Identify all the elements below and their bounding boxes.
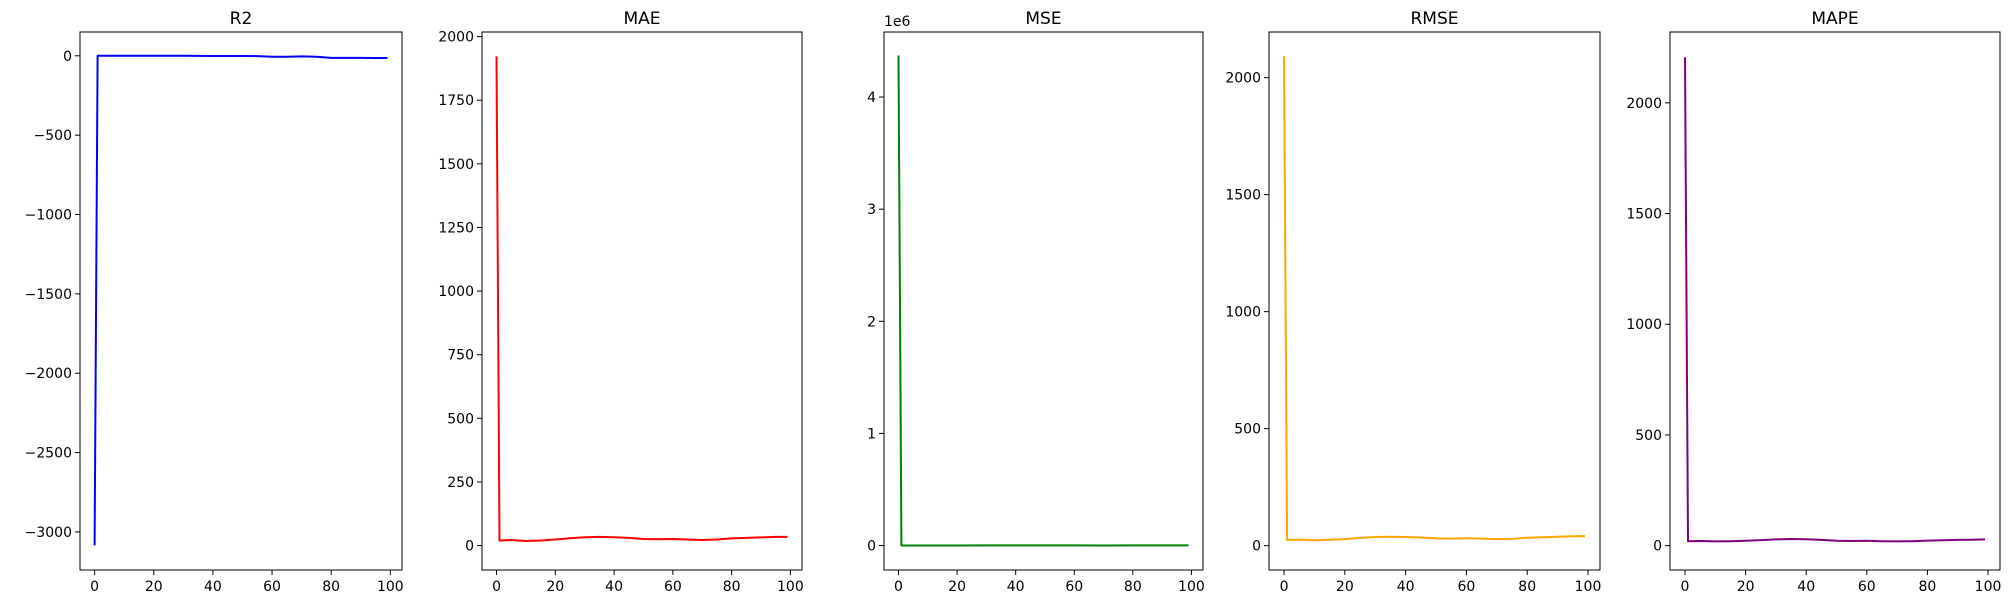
mape-ytick-label: 2000: [1626, 96, 1662, 112]
r2-ytick-label: −500: [34, 128, 72, 144]
rmse-ytick-label: 2000: [1225, 71, 1261, 87]
rmse-xtick-label: 20: [1336, 579, 1354, 595]
rmse-xtick-label: 100: [1575, 579, 1602, 595]
mse-ytick-label: 1: [867, 426, 876, 442]
mae-xtick-label: 40: [605, 579, 623, 595]
mape-axes-frame: [1669, 31, 2001, 571]
mae-xtick-label: 60: [664, 579, 682, 595]
rmse-ytick-label: 1500: [1225, 188, 1261, 204]
mape-ytick-label: 0: [1653, 539, 1662, 555]
r2-ytick-label: −1000: [25, 208, 72, 224]
rmse-series-line: [1283, 56, 1586, 542]
r2-xtick-label: 80: [322, 579, 340, 595]
mae-ytick-label: 1250: [438, 220, 474, 236]
r2-title: R2: [230, 9, 253, 29]
mse-xtick-label: 80: [1124, 579, 1142, 595]
mape-xtick-label: 20: [1737, 579, 1755, 595]
r2-xtick-label: 60: [263, 579, 281, 595]
mae-xtick-label: 20: [546, 579, 564, 595]
rmse-ytick-label: 500: [1234, 422, 1261, 438]
rmse-xtick-label: 40: [1397, 579, 1415, 595]
r2-ytick-label: 0: [63, 49, 72, 65]
mae-ytick-label: 500: [447, 411, 474, 427]
mae-series-line: [495, 56, 788, 542]
r2-axes-frame: [79, 31, 403, 571]
mse-xtick-label: 60: [1065, 579, 1083, 595]
mse-ytick-label: 0: [867, 539, 876, 555]
mse-series-line: [897, 55, 1189, 547]
mae-ytick-label: 2000: [438, 30, 474, 46]
mse-xtick-label: 20: [948, 579, 966, 595]
r2-xtick-label: 100: [377, 579, 404, 595]
subplot-mse: MSE 0 20 40 60 80 100 0 1 2 3 4 1e6: [867, 9, 1205, 595]
mae-ytick-label: 750: [447, 348, 474, 364]
r2-ytick-label: −2000: [25, 366, 72, 382]
mape-xtick-label: 40: [1797, 579, 1815, 595]
mae-axes-frame: [481, 31, 803, 571]
rmse-title: RMSE: [1410, 9, 1458, 29]
mape-ytick-label: 1500: [1626, 207, 1662, 223]
mae-xtick-label: 80: [723, 579, 741, 595]
mse-xtick-label: 40: [1007, 579, 1025, 595]
rmse-axes-frame: [1268, 31, 1601, 571]
rmse-ytick-label: 1000: [1225, 305, 1261, 321]
r2-xtick-label: 40: [204, 579, 222, 595]
mse-ytick-label: 3: [867, 202, 876, 218]
mse-title: MSE: [1025, 9, 1061, 29]
subplot-r2: R2 0 20 40 60 80 100 0 −500 −1000 −1500 −2000 −2500 −…: [25, 9, 404, 595]
mae-ytick-label: 1000: [438, 284, 474, 300]
mse-offset-text: 1e6: [884, 14, 911, 30]
mae-ytick-label: 1500: [438, 157, 474, 173]
rmse-xtick-label: 80: [1518, 579, 1536, 595]
mape-xtick-label: 0: [1681, 579, 1690, 595]
mape-xtick-label: 80: [1919, 579, 1937, 595]
mape-ytick-label: 500: [1635, 428, 1662, 444]
r2-xtick-label: 20: [145, 579, 163, 595]
mae-xtick-label: 0: [492, 579, 501, 595]
rmse-xtick-label: 60: [1458, 579, 1476, 595]
mae-title: MAE: [623, 9, 660, 29]
mse-xtick-label: 0: [894, 579, 903, 595]
mae-ytick-label: 1750: [438, 93, 474, 109]
mae-xtick-label: 100: [777, 579, 804, 595]
r2-ytick-label: −1500: [25, 287, 72, 303]
mse-axes-frame: [883, 31, 1204, 571]
mape-series-line: [1684, 57, 1986, 543]
mse-xtick-label: 100: [1178, 579, 1205, 595]
mse-ytick-label: 4: [867, 90, 876, 106]
mape-xtick-label: 60: [1858, 579, 1876, 595]
r2-ytick-label: −3000: [25, 525, 72, 541]
rmse-xtick-label: 0: [1280, 579, 1289, 595]
mae-ytick-label: 0: [465, 539, 474, 555]
rmse-ytick-label: 0: [1252, 539, 1261, 555]
mae-ytick-label: 250: [447, 475, 474, 491]
r2-series-line: [93, 54, 388, 546]
mape-title: MAPE: [1811, 9, 1858, 29]
mape-ytick-label: 1000: [1626, 317, 1662, 333]
mape-xtick-label: 100: [1975, 579, 2002, 595]
r2-xtick-label: 0: [90, 579, 99, 595]
mse-ytick-label: 2: [867, 314, 876, 330]
r2-ytick-label: −2500: [25, 446, 72, 462]
